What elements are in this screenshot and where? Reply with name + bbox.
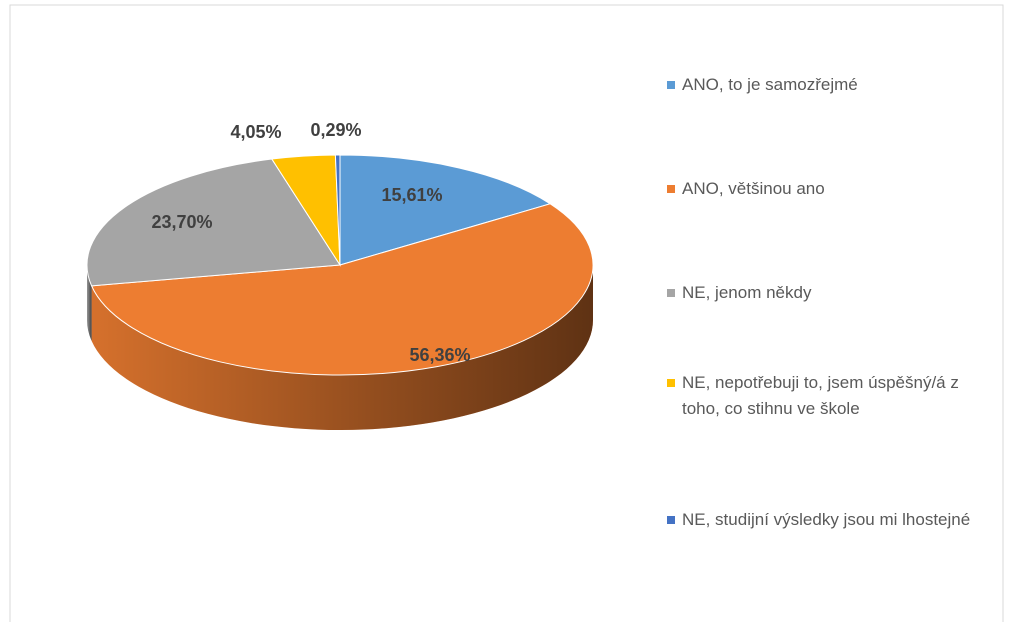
slice xyxy=(334,154,341,266)
slice xyxy=(90,203,594,376)
data-label: 56,36% xyxy=(409,345,470,365)
legend-label: ANO, většinou ano xyxy=(682,179,825,198)
legend-item: ANO, to je samozřejmé xyxy=(667,72,987,98)
side-shade xyxy=(91,265,593,430)
frame xyxy=(9,4,1004,622)
legend-item: NE, jenom někdy xyxy=(667,280,987,306)
data-label: 0,29% xyxy=(310,120,361,140)
legend-swatch xyxy=(667,289,675,297)
legend-label: NE, nepotřebuji to, jsem úspěšný/á z toh… xyxy=(682,373,959,418)
slice xyxy=(339,154,552,266)
legend-swatch xyxy=(667,379,675,387)
legend-swatch xyxy=(667,185,675,193)
slice xyxy=(86,158,341,287)
legend-item: ANO, většinou ano xyxy=(667,176,987,202)
data-label: 4,05% xyxy=(230,122,281,142)
data-label: 23,70% xyxy=(151,212,212,232)
legend-swatch xyxy=(667,81,675,89)
legend-label: ANO, to je samozřejmé xyxy=(682,75,858,94)
legend-item: NE, studijní výsledky jsou mi lhostejné xyxy=(667,507,987,533)
legend-swatch xyxy=(667,516,675,524)
legend-item: NE, nepotřebuji to, jsem úspěšný/á z toh… xyxy=(667,370,987,422)
data-label: 15,61% xyxy=(381,185,442,205)
legend-label: NE, jenom někdy xyxy=(682,283,812,302)
legend-label: NE, studijní výsledky jsou mi lhostejné xyxy=(682,510,971,529)
